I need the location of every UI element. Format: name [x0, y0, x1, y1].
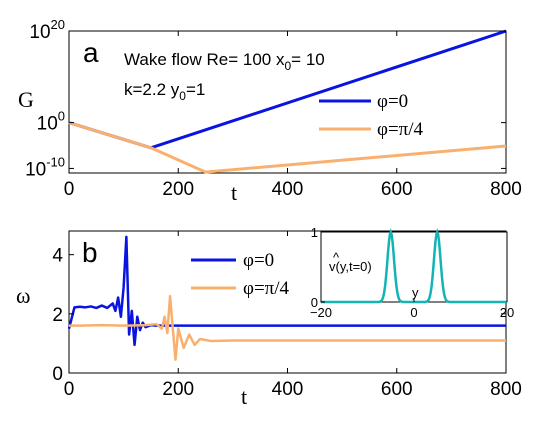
panel-b-label: b [82, 237, 98, 268]
panel-b-xtick-label: 600 [381, 379, 413, 400]
panel-a-xlabel: t [231, 180, 237, 205]
inset-axes-box [320, 231, 508, 303]
panel-a-series-phipi4-line [68, 121, 507, 174]
panel-b-series [67, 235, 506, 361]
panel-a-annotation-line1: Wake flow Re= 100 x0= 10 [124, 50, 325, 73]
panel-a-ticks: 0 200 400 600 800 1020 100 10-10 [25, 17, 522, 200]
panel-a-xtick-label: 600 [381, 179, 413, 200]
panel-b-ytick-label: 0 [52, 364, 63, 385]
panel-b-xtick-label: 200 [162, 379, 194, 400]
panel-a-annotation-line2: k=2.2 y0=1 [124, 80, 205, 103]
panel-b-xtick-label: 400 [272, 379, 304, 400]
panel-b-ytick-label: 2 [52, 305, 63, 326]
panel-a-label: a [83, 37, 99, 68]
panel-a-ytick-label: 100 [37, 109, 65, 135]
panel-a-legend-label-phi0: φ=0 [377, 91, 408, 112]
panel-b-legend: φ=0 φ=π/4 [191, 250, 290, 299]
inset-xtick-label: 0 [410, 305, 417, 320]
inset-ylabel: v(y,t=0) [329, 259, 372, 274]
panel-a-legend: φ=0 φ=π/4 [319, 91, 424, 140]
panel-b-series-phipi4-line [69, 294, 506, 361]
panel-b-ytick-label: 4 [52, 246, 63, 267]
panel-b-xlabel: t [241, 384, 247, 409]
inset-xtick-label: 20 [500, 305, 514, 320]
panel-a-ytick-label: 10-10 [25, 154, 65, 180]
panel-b-xtick-label: 800 [490, 379, 522, 400]
panel-a: 0 200 400 600 800 1020 100 10-10 a Wake flow Re… [18, 17, 522, 205]
panel-b-xtick-label: 0 [64, 379, 75, 400]
panel-a-series [68, 29, 507, 174]
inset-xtick-label: −20 [310, 305, 332, 320]
panel-a-xtick-label: 400 [272, 179, 304, 200]
inset-ylabel-hat: ^ [333, 250, 340, 265]
panel-b-series-phi0-line [67, 235, 506, 347]
panel-a-xtick-label: 200 [162, 179, 194, 200]
panel-a-xtick-label: 0 [64, 179, 75, 200]
inset-ytick-label: 0 [311, 295, 318, 310]
panel-a-legend-label-phipi4: φ=π/4 [377, 119, 424, 140]
panel-a-ylabel: G [18, 87, 34, 112]
panel-a-ytick-label: 1020 [29, 17, 65, 43]
inset-xlabel: y [412, 285, 419, 300]
inset-ytick-label: 1 [311, 225, 318, 240]
panel-a-xtick-label: 800 [490, 179, 522, 200]
panel-b-legend-label-phi0: φ=0 [243, 250, 274, 271]
panel-b-legend-label-phipi4: φ=π/4 [243, 278, 290, 299]
panel-b-ylabel: ω [16, 283, 30, 308]
